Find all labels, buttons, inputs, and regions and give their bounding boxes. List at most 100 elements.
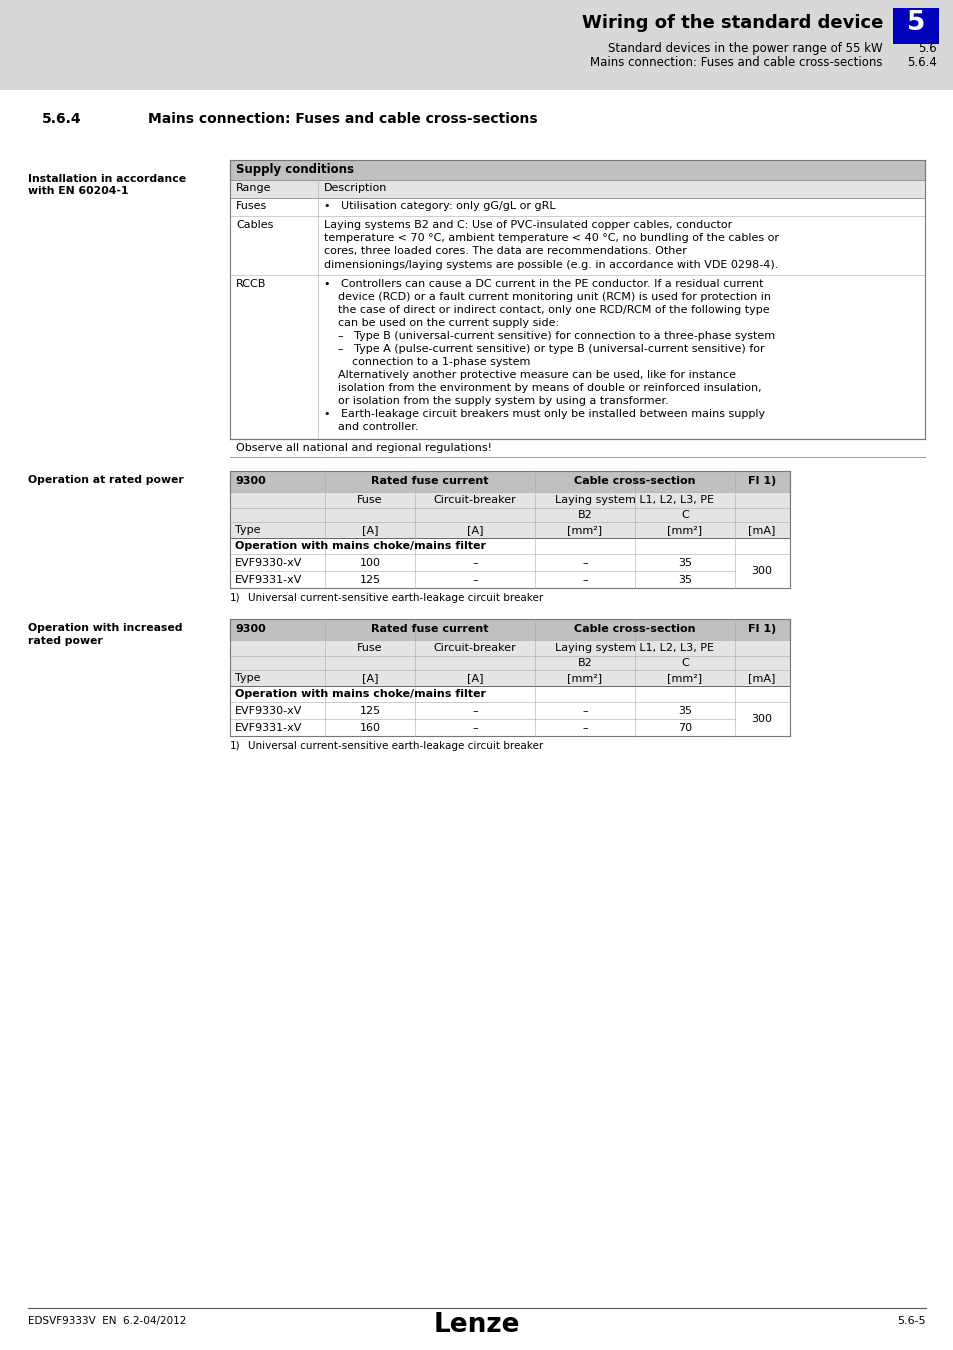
Text: Cables: Cables — [235, 220, 274, 230]
Text: –   Type A (pulse-current sensitive) or type B (universal-current sensitive) for: – Type A (pulse-current sensitive) or ty… — [324, 344, 763, 354]
Text: Description: Description — [324, 184, 387, 193]
Text: 300: 300 — [751, 566, 772, 576]
Text: Observe all national and regional regulations!: Observe all national and regional regula… — [235, 443, 492, 452]
Bar — [230, 198, 924, 216]
Text: –   Type B (universal-current sensitive) for connection to a three-phase system: – Type B (universal-current sensitive) f… — [324, 331, 774, 340]
Text: temperature < 70 °C, ambient temperature < 40 °C, no bundling of the cables or: temperature < 70 °C, ambient temperature… — [324, 234, 779, 243]
Text: –: – — [581, 706, 587, 716]
Bar — [230, 656, 789, 670]
Text: can be used on the current supply side:: can be used on the current supply side: — [324, 317, 558, 328]
Text: –: – — [581, 575, 587, 585]
Text: Type: Type — [234, 525, 260, 535]
Text: and controller.: and controller. — [324, 421, 418, 432]
Text: C: C — [680, 510, 688, 520]
Text: EVF9331-xV: EVF9331-xV — [234, 575, 302, 585]
Text: Rated fuse current: Rated fuse current — [371, 475, 488, 486]
Text: •   Utilisation category: only gG/gL or gRL: • Utilisation category: only gG/gL or gR… — [324, 201, 555, 211]
Bar — [230, 618, 789, 640]
Bar — [230, 508, 789, 522]
Text: [mA]: [mA] — [747, 672, 775, 683]
Bar — [230, 471, 789, 491]
Text: 125: 125 — [359, 706, 380, 716]
Text: FI 1): FI 1) — [747, 475, 776, 486]
Text: 35: 35 — [678, 575, 691, 585]
Text: Laying systems B2 and C: Use of PVC-insulated copper cables, conductor: Laying systems B2 and C: Use of PVC-insu… — [324, 220, 732, 230]
Text: 35: 35 — [678, 706, 691, 716]
Text: –: – — [581, 722, 587, 733]
Text: dimensionings/laying systems are possible (e.g. in accordance with VDE 0298-4).: dimensionings/laying systems are possibl… — [324, 259, 778, 270]
Text: Range: Range — [235, 184, 272, 193]
Bar — [230, 491, 789, 508]
Text: Alternatively another protective measure can be used, like for instance: Alternatively another protective measure… — [324, 370, 735, 379]
Text: 1): 1) — [230, 593, 240, 603]
Text: B2: B2 — [577, 657, 592, 668]
Bar — [230, 161, 924, 180]
Text: Lenze: Lenze — [434, 1312, 519, 1338]
Text: Installation in accordance: Installation in accordance — [28, 174, 186, 184]
Bar — [230, 522, 789, 537]
Text: Universal current-sensitive earth-leakage circuit breaker: Universal current-sensitive earth-leakag… — [248, 741, 542, 751]
Bar — [0, 1305, 953, 1350]
Text: •   Controllers can cause a DC current in the PE conductor. If a residual curren: • Controllers can cause a DC current in … — [324, 279, 762, 289]
Text: Supply conditions: Supply conditions — [235, 163, 354, 176]
Text: Circuit-breaker: Circuit-breaker — [434, 643, 516, 653]
Text: 9300: 9300 — [234, 624, 266, 633]
Text: [mm²]: [mm²] — [567, 672, 602, 683]
Text: 5: 5 — [906, 9, 924, 36]
Text: Laying system L1, L2, L3, PE: Laying system L1, L2, L3, PE — [555, 643, 714, 653]
Text: 35: 35 — [678, 558, 691, 568]
Text: connection to a 1-phase system: connection to a 1-phase system — [324, 356, 530, 367]
Text: [mm²]: [mm²] — [567, 525, 602, 535]
Text: B2: B2 — [577, 510, 592, 520]
Text: Fuses: Fuses — [235, 201, 267, 211]
Text: [A]: [A] — [466, 525, 483, 535]
Text: 1): 1) — [230, 741, 240, 751]
Text: [A]: [A] — [361, 672, 377, 683]
Text: Operation with mains choke/mains filter: Operation with mains choke/mains filter — [234, 541, 485, 551]
Text: –: – — [472, 706, 477, 716]
Bar — [230, 686, 789, 702]
Text: –: – — [472, 575, 477, 585]
Text: or isolation from the supply system by using a transformer.: or isolation from the supply system by u… — [324, 396, 668, 406]
Text: Laying system L1, L2, L3, PE: Laying system L1, L2, L3, PE — [555, 495, 714, 505]
Text: RCCB: RCCB — [235, 279, 266, 289]
Bar — [230, 537, 789, 554]
Text: Mains connection: Fuses and cable cross-sections: Mains connection: Fuses and cable cross-… — [148, 112, 537, 126]
Text: 300: 300 — [751, 714, 772, 724]
Bar — [230, 702, 789, 718]
Text: Type: Type — [234, 672, 260, 683]
Text: [A]: [A] — [466, 672, 483, 683]
Text: 5.6.4: 5.6.4 — [42, 112, 82, 126]
Bar — [892, 8, 938, 45]
Text: •   Earth-leakage circuit breakers must only be installed between mains supply: • Earth-leakage circuit breakers must on… — [324, 409, 764, 418]
Text: Circuit-breaker: Circuit-breaker — [434, 495, 516, 505]
Bar — [230, 554, 789, 571]
Text: [mA]: [mA] — [747, 525, 775, 535]
Bar — [230, 670, 789, 686]
Text: Operation with increased: Operation with increased — [28, 622, 182, 633]
Text: Standard devices in the power range of 55 kW: Standard devices in the power range of 5… — [608, 42, 882, 55]
Text: [A]: [A] — [361, 525, 377, 535]
Text: 5.6-5: 5.6-5 — [897, 1316, 925, 1326]
Text: Fuse: Fuse — [356, 495, 382, 505]
Text: EDSVF9333V  EN  6.2-04/2012: EDSVF9333V EN 6.2-04/2012 — [28, 1316, 186, 1326]
Text: Cable cross-section: Cable cross-section — [574, 475, 695, 486]
Text: cores, three loaded cores. The data are recommendations. Other: cores, three loaded cores. The data are … — [324, 247, 686, 256]
Text: EVF9331-xV: EVF9331-xV — [234, 722, 302, 733]
Bar — [230, 640, 789, 656]
Text: [mm²]: [mm²] — [667, 672, 701, 683]
Bar — [230, 216, 924, 275]
Text: Mains connection: Fuses and cable cross-sections: Mains connection: Fuses and cable cross-… — [590, 55, 882, 69]
Text: 70: 70 — [678, 722, 691, 733]
Text: –: – — [472, 558, 477, 568]
Text: Operation with mains choke/mains filter: Operation with mains choke/mains filter — [234, 688, 485, 699]
Bar — [230, 439, 924, 456]
Text: Wiring of the standard device: Wiring of the standard device — [581, 14, 882, 32]
Text: C: C — [680, 657, 688, 668]
Text: Rated fuse current: Rated fuse current — [371, 624, 488, 633]
Text: EVF9330-xV: EVF9330-xV — [234, 558, 302, 568]
Text: Fuse: Fuse — [356, 643, 382, 653]
Text: with EN 60204-1: with EN 60204-1 — [28, 186, 129, 196]
Text: 9300: 9300 — [234, 475, 266, 486]
Text: device (RCD) or a fault current monitoring unit (RCM) is used for protection in: device (RCD) or a fault current monitori… — [324, 292, 770, 302]
